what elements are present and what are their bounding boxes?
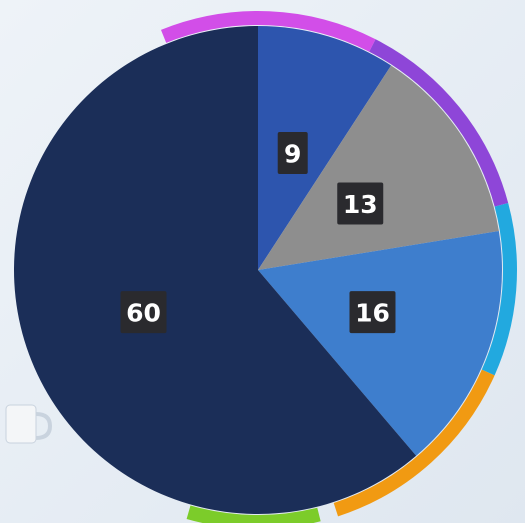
label-box bbox=[349, 291, 396, 334]
pie-slice bbox=[258, 26, 392, 270]
ring-arc bbox=[369, 39, 509, 207]
label-box bbox=[120, 291, 167, 334]
label-box bbox=[277, 132, 308, 175]
decor-ring bbox=[160, 11, 517, 523]
ring-arc bbox=[160, 11, 376, 52]
ring-arc bbox=[333, 369, 495, 517]
data-label: 9 bbox=[284, 140, 301, 169]
ring-arc bbox=[186, 505, 321, 523]
data-label: 16 bbox=[355, 299, 390, 328]
data-label: 13 bbox=[343, 190, 378, 219]
pie-slice bbox=[258, 65, 499, 270]
data-labels: 9 13 16 60 bbox=[120, 132, 396, 334]
ring-arc bbox=[481, 202, 517, 376]
pie bbox=[13, 26, 502, 515]
label-box bbox=[337, 182, 384, 225]
pie-slice bbox=[258, 231, 502, 456]
data-label: 60 bbox=[126, 299, 161, 328]
mug bbox=[5, 404, 53, 444]
pie-slice bbox=[13, 26, 417, 515]
